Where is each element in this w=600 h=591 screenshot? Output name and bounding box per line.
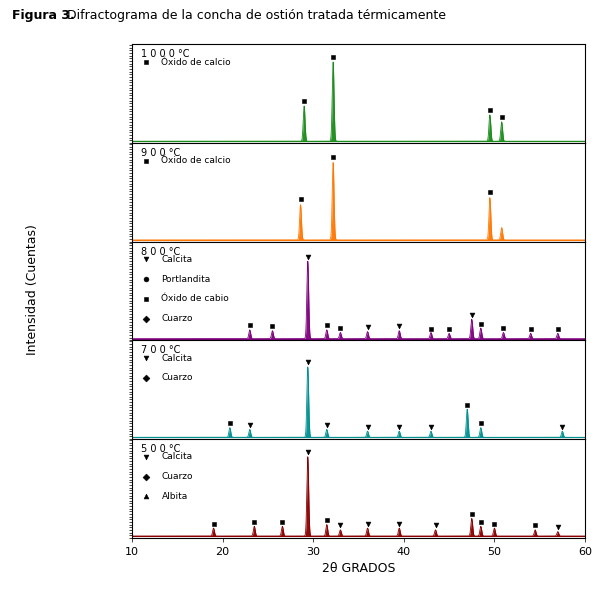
Text: 8 0 0 °C: 8 0 0 °C: [141, 246, 181, 256]
Text: Portlandita: Portlandita: [161, 275, 211, 284]
Text: Cuarzo: Cuarzo: [161, 374, 193, 382]
Text: Figura 3.: Figura 3.: [12, 9, 75, 22]
Text: 7 0 0 °C: 7 0 0 °C: [141, 345, 181, 355]
Text: Intensidad (Cuentas): Intensidad (Cuentas): [26, 224, 40, 355]
Text: Calcita: Calcita: [161, 452, 193, 462]
Text: Óxido de calcio: Óxido de calcio: [161, 57, 231, 67]
Text: Calcita: Calcita: [161, 353, 193, 363]
X-axis label: 2θ GRADOS: 2θ GRADOS: [322, 563, 395, 576]
Text: Albita: Albita: [161, 492, 188, 501]
Text: Óxido de calcio: Óxido de calcio: [161, 156, 231, 165]
Text: 9 0 0 °C: 9 0 0 °C: [141, 148, 181, 158]
Text: 5 0 0 °C: 5 0 0 °C: [141, 444, 181, 454]
Text: 1 0 0 0 °C: 1 0 0 0 °C: [141, 49, 190, 59]
Text: Óxido de cabio: Óxido de cabio: [161, 294, 229, 303]
Text: Cuarzo: Cuarzo: [161, 472, 193, 481]
Text: Calcita: Calcita: [161, 255, 193, 264]
Text: Cuarzo: Cuarzo: [161, 314, 193, 323]
Text: Difractograma de la concha de ostión tratada térmicamente: Difractograma de la concha de ostión tra…: [63, 9, 446, 22]
